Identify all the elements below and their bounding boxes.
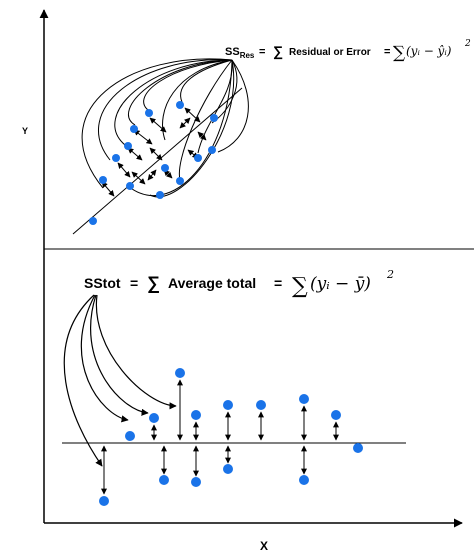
data-point bbox=[191, 477, 201, 487]
data-point bbox=[89, 217, 97, 225]
data-point bbox=[223, 400, 233, 410]
data-point bbox=[299, 475, 309, 485]
ss-res-formula: (yᵢ − ŷᵢ) bbox=[406, 44, 452, 58]
data-point bbox=[159, 475, 169, 485]
ss-tot-sigma: ∑ bbox=[147, 273, 160, 293]
data-point bbox=[299, 394, 309, 404]
ss-tot-label: SStot bbox=[84, 275, 121, 291]
top-data-points bbox=[89, 101, 218, 225]
data-point bbox=[176, 101, 184, 109]
data-point bbox=[112, 154, 120, 162]
ss-res-equals-2: = bbox=[384, 46, 390, 58]
data-point bbox=[145, 109, 153, 117]
ss-res-sigma: ∑ bbox=[273, 43, 283, 60]
data-point bbox=[156, 191, 164, 199]
data-point bbox=[176, 177, 184, 185]
data-point bbox=[175, 368, 185, 378]
ss-tot-equals-2: = bbox=[274, 275, 282, 291]
top-panel: SSRes = ∑ Residual or Error = ∑ (yᵢ − ŷᵢ… bbox=[72, 39, 471, 235]
residual-arrows bbox=[101, 107, 207, 197]
data-point bbox=[210, 114, 218, 122]
data-point bbox=[191, 410, 201, 420]
data-point bbox=[99, 496, 109, 506]
residual-callout-curves bbox=[81, 58, 249, 198]
data-point bbox=[331, 410, 341, 420]
data-point bbox=[130, 125, 138, 133]
data-point bbox=[149, 413, 159, 423]
data-point bbox=[125, 431, 135, 441]
ss-res-text: Residual or Error bbox=[289, 47, 371, 58]
regression-line bbox=[72, 87, 243, 235]
y-axis-label: Y bbox=[22, 126, 28, 136]
total-callout-curves bbox=[63, 294, 177, 467]
bottom-panel: SStot = ∑ Average total = ∑ (yᵢ − ȳ) 2 bbox=[62, 268, 406, 506]
ss-res-formula-sum: ∑ bbox=[393, 43, 405, 63]
data-point bbox=[353, 443, 363, 453]
ss-res-label: SSRes bbox=[225, 46, 255, 60]
data-point bbox=[223, 464, 233, 474]
total-arrows bbox=[101, 379, 339, 495]
data-point bbox=[194, 154, 202, 162]
data-point bbox=[99, 176, 107, 184]
ss-res-formula-power: 2 bbox=[464, 39, 471, 49]
ss-tot-formula-power: 2 bbox=[386, 268, 394, 281]
data-point bbox=[208, 146, 216, 154]
ss-res-equals: = bbox=[259, 46, 265, 58]
ss-tot-formula: (yᵢ − ȳ) bbox=[310, 274, 371, 294]
x-axis-label: X bbox=[260, 539, 268, 553]
data-point bbox=[256, 400, 266, 410]
ss-tot-equals: = bbox=[130, 275, 138, 291]
data-point bbox=[161, 164, 169, 172]
ss-tot-text: Average total bbox=[168, 275, 256, 291]
data-point bbox=[126, 182, 134, 190]
ss-tot-formula-sum: ∑ bbox=[292, 274, 308, 299]
data-point bbox=[124, 142, 132, 150]
bottom-data-points bbox=[99, 368, 363, 506]
